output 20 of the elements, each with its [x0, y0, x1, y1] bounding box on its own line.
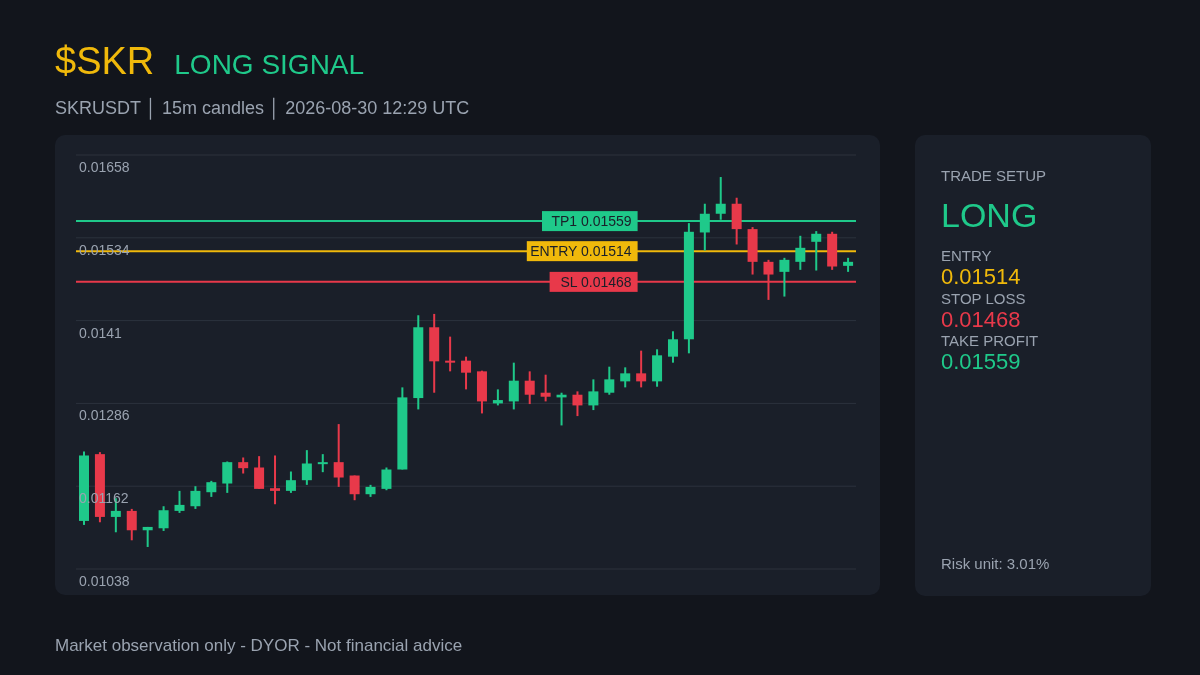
text: TRADE SETUP [941, 167, 1047, 184]
text: TAKE PROFIT [941, 332, 1040, 350]
text: LONG [941, 196, 1039, 236]
ref-line-label: SL 0.01468 [560, 273, 632, 290]
y-tick-label: 0.01658 [79, 159, 130, 175]
chart-title: $SKR [55, 40, 155, 83]
ref-line-label: TP1 0.01559 [551, 213, 632, 230]
text: STOP LOSS [941, 289, 1027, 307]
y-tick-label: 0.01038 [79, 573, 130, 589]
y-tick-label: 0.0141 [79, 324, 123, 341]
text: Risk unit: 3.01% [941, 554, 1050, 572]
y-tick-label: 0.01286 [79, 407, 130, 424]
text: LONG SIGNAL [174, 49, 365, 81]
text: 0.01468 [941, 306, 1022, 333]
text: Market observation only - DYOR - Not financial advice [55, 636, 463, 656]
text: 0.01514 [941, 264, 1022, 290]
ref-line-label: ENTRY 0.01514 [530, 243, 632, 260]
text: 0.01559 [941, 349, 1022, 375]
chart-subtitle: SKRUSDT │ 15m candles │ 2026-08-30 12:29 UTC [55, 98, 470, 119]
text: ENTRY [941, 247, 993, 265]
